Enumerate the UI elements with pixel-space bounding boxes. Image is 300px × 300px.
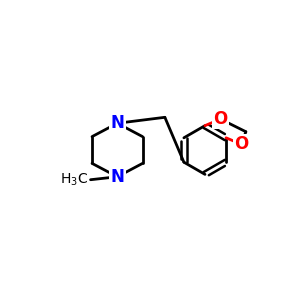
Text: O: O [213,110,228,128]
Text: H$_3$C: H$_3$C [60,172,88,188]
Text: O: O [234,135,249,153]
Text: N: N [110,114,124,132]
Text: N: N [110,168,124,186]
